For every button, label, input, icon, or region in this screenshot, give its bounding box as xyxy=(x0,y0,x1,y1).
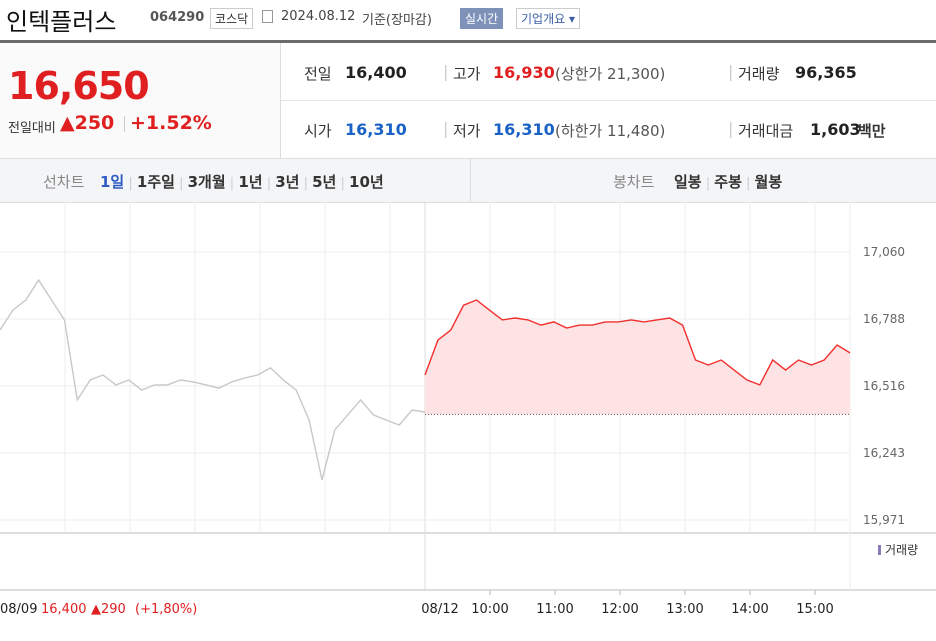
realtime-button[interactable]: 실시간 xyxy=(460,8,504,29)
separator: | xyxy=(336,176,350,191)
stat-note: (상한가 21,300) xyxy=(555,65,666,83)
separator: | xyxy=(299,176,313,191)
tab[interactable]: 5년 xyxy=(312,173,337,191)
header-border xyxy=(0,40,936,43)
tab[interactable]: 월봉 xyxy=(754,173,783,191)
stat-label: 저가 xyxy=(453,122,481,140)
x-tick-label: 11:00 xyxy=(536,602,573,617)
separator: | xyxy=(728,119,734,138)
x-tick-label: 12:00 xyxy=(601,602,638,617)
volume-legend-swatch xyxy=(878,545,881,555)
x-tick-label: 10:00 xyxy=(471,602,508,617)
market-badge: 코스닥 xyxy=(210,8,254,29)
row-divider xyxy=(280,100,936,101)
stat-value: 16,310 xyxy=(345,120,407,139)
stat-label: 시가 xyxy=(304,122,332,140)
tab[interactable]: 3개월 xyxy=(187,173,226,191)
y-tick-label: 15,971 xyxy=(863,513,905,527)
separator: | xyxy=(701,176,715,191)
stat-value: 16,310 xyxy=(493,120,555,139)
tab[interactable]: 3년 xyxy=(275,173,300,191)
tab[interactable]: 1주일 xyxy=(136,173,175,191)
tab-divider xyxy=(470,158,471,202)
stat-label: 거래량 xyxy=(738,65,780,83)
prev-rate: (+1,80%) xyxy=(135,602,197,617)
separator: | xyxy=(262,176,276,191)
stat-value: 1,603 xyxy=(810,120,861,139)
tab[interactable]: 일봉 xyxy=(674,173,702,191)
tab[interactable]: 1년 xyxy=(238,173,263,191)
overview-button[interactable]: 기업개요 ▾ xyxy=(516,8,581,29)
area-fill xyxy=(425,300,850,415)
separator: | xyxy=(741,176,755,191)
y-tick-label: 17,060 xyxy=(863,245,905,259)
separator: | xyxy=(225,176,239,191)
y-tick-label: 16,788 xyxy=(863,312,905,326)
session-label: 08/12 xyxy=(421,602,458,617)
tab[interactable]: 주봉 xyxy=(714,173,742,191)
prev-change: ▲290 xyxy=(91,602,126,617)
y-tick-label: 16,516 xyxy=(863,379,905,393)
y-tick-label: 16,243 xyxy=(863,446,905,460)
separator: | xyxy=(174,176,188,191)
volume-label: 거래량 xyxy=(885,543,918,557)
x-tick-label: 13:00 xyxy=(666,602,703,617)
x-tick-label: 15:00 xyxy=(796,602,833,617)
separator xyxy=(124,116,125,132)
stock-code: 064290 xyxy=(150,10,205,25)
date-basis: 기준(장마감) xyxy=(362,13,432,28)
price-line xyxy=(424,299,851,386)
stat-label: 전일 xyxy=(304,65,332,83)
prev-close: 16,400 xyxy=(41,602,87,617)
period-tabs: 1일 | 1주일 | 3개월 | 1년 | 3년 | 5년 | 10년 xyxy=(100,171,384,192)
price-panel xyxy=(0,43,281,158)
stat-value: 16,930 xyxy=(493,63,555,82)
change: ▲250 xyxy=(60,112,115,134)
tab-bar xyxy=(0,158,936,203)
separator: | xyxy=(443,119,449,138)
change-label: 전일대비 xyxy=(8,121,56,136)
tab[interactable]: 1일 xyxy=(100,173,125,191)
candle-tabs: 일봉 | 주봉 | 월봉 xyxy=(674,171,782,192)
separator: | xyxy=(124,176,137,191)
stat-value: 96,365 xyxy=(795,63,857,82)
current-price: 16,650 xyxy=(8,64,150,108)
calendar-icon xyxy=(262,10,273,23)
stock-name: 인텍플러스 xyxy=(6,8,117,36)
change-rate: +1.52% xyxy=(130,112,212,134)
stat-label: 고가 xyxy=(453,65,481,83)
separator: | xyxy=(728,62,734,81)
overview-label: 기업개요 xyxy=(521,12,566,26)
price-line xyxy=(0,278,426,481)
line-chart-label: 선차트 xyxy=(43,173,85,191)
stat-unit: 백만 xyxy=(858,122,886,140)
stat-label: 거래대금 xyxy=(738,122,794,140)
stat-note: (하한가 11,480) xyxy=(555,122,666,140)
tab[interactable]: 10년 xyxy=(349,173,384,191)
stat-value: 16,400 xyxy=(345,63,407,82)
x-tick-label: 14:00 xyxy=(731,602,768,617)
candle-chart-label: 봉차트 xyxy=(613,173,655,191)
session-label: 08/09 xyxy=(0,602,37,617)
separator: | xyxy=(443,62,449,81)
chart: 15,971 16,243 16,516 16,788 17,060 10:00 11:00… xyxy=(0,202,936,617)
date: 2024.08.12 xyxy=(281,9,356,24)
